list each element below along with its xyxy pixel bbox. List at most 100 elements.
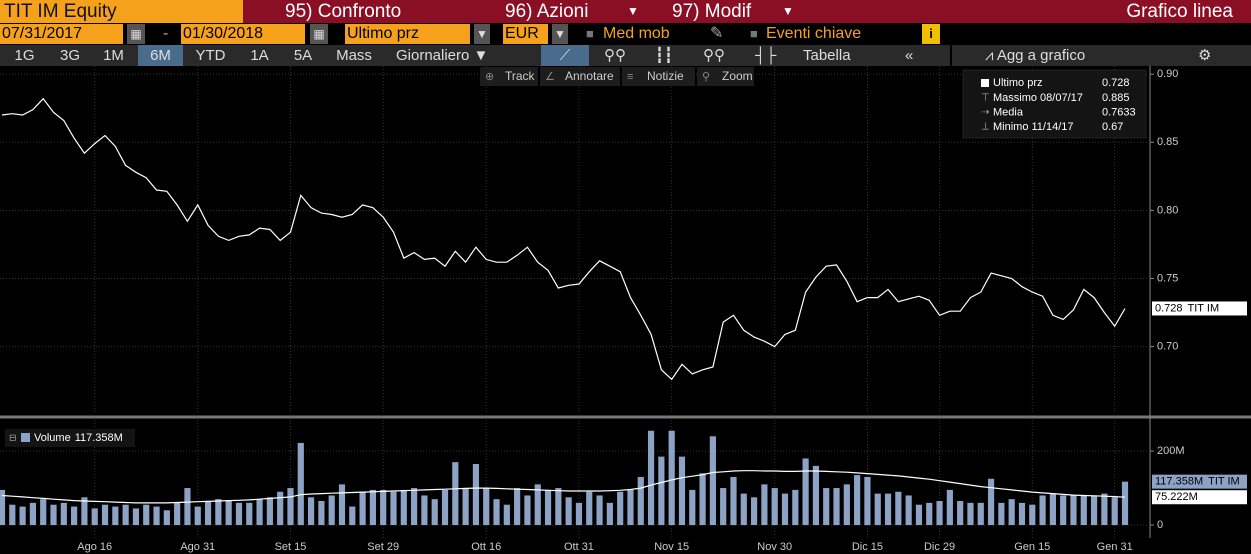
volume-bar — [957, 501, 964, 526]
volume-bar — [215, 499, 222, 526]
volume-bar — [915, 504, 923, 526]
volume-bar — [112, 506, 119, 526]
volume-bar — [586, 491, 593, 526]
security[interactable]: TIT IM Equity — [0, 0, 243, 23]
chart-icon[interactable]: ┤├ — [755, 47, 777, 64]
menu-item[interactable]: 96) Azioni — [505, 1, 589, 22]
volume-bar — [771, 488, 778, 526]
last-price-tag-value: 0.728 — [1155, 302, 1183, 314]
tool-button[interactable] — [540, 67, 620, 86]
field-select[interactable]: Ultimo prz — [345, 24, 470, 44]
tool-button[interactable] — [622, 67, 695, 86]
menu-item[interactable]: 97) Modif — [672, 1, 752, 22]
volume-bar — [874, 493, 881, 526]
tool-icon: ⚲ — [702, 71, 710, 83]
events-toggle[interactable]: Eventi chiave — [766, 25, 862, 42]
x-tick-label: Dic 29 — [924, 541, 955, 553]
stat-icon: ⊤ — [981, 93, 990, 104]
chart-icon[interactable]: ⚲⚲ — [703, 47, 725, 64]
volume-bar — [287, 488, 294, 526]
settings-button[interactable]: ⚙ — [1198, 47, 1212, 64]
legend-swatch — [981, 79, 989, 87]
frequency-select[interactable]: Giornaliero ▼ — [396, 47, 489, 64]
checkbox[interactable]: ■ — [750, 26, 758, 41]
last-volume-tag: 117.358M TIT IM — [1155, 476, 1240, 488]
add-to-chart[interactable]: ⩘ Agg a grafico — [985, 47, 1086, 64]
volume-bar — [246, 502, 253, 526]
volume-bar — [277, 491, 284, 526]
menu-item[interactable]: 95) Confronto — [285, 1, 402, 22]
volume-bar — [462, 488, 469, 526]
period-button[interactable]: 1G — [14, 47, 35, 64]
stat-value: 0.885 — [1102, 92, 1130, 104]
start-date[interactable]: 07/31/2017 — [0, 24, 123, 44]
volume-bar — [781, 493, 789, 526]
calendar-icon[interactable]: ▦ — [127, 24, 145, 44]
chart-icon[interactable]: ┇┇ — [655, 47, 674, 64]
x-tick-label: Gen 31 — [1097, 541, 1133, 553]
checkbox[interactable]: ■ — [586, 26, 594, 41]
collapse-button[interactable]: « — [905, 47, 914, 64]
period-button[interactable]: 1A — [250, 47, 269, 64]
tool-button[interactable] — [697, 67, 754, 86]
volume-bar — [575, 502, 583, 526]
volume-bar — [174, 502, 181, 526]
pencil-icon[interactable]: ✎ — [710, 25, 724, 42]
period-button[interactable]: 3G — [59, 47, 80, 64]
chart-icon[interactable]: ⚲⚲ — [604, 47, 626, 64]
volume-bar — [658, 456, 665, 526]
period-button[interactable]: 6M — [138, 45, 183, 66]
tool-label: Annotare — [565, 69, 614, 83]
volume-bar — [1070, 495, 1077, 526]
volume-bar — [359, 491, 366, 526]
info-button[interactable]: i — [922, 24, 940, 44]
volume-bar — [338, 484, 346, 526]
volume-bar — [328, 495, 335, 526]
period-button[interactable]: Mass — [336, 47, 372, 64]
stat-value: 0.7633 — [1102, 106, 1136, 118]
volume-bar — [40, 499, 47, 526]
add-label: Agg a grafico — [996, 47, 1086, 64]
tool-label: Track — [505, 69, 536, 83]
dropdown-arrow[interactable]: ▼ — [627, 4, 639, 18]
x-tick-label: Dic 15 — [852, 541, 883, 553]
period-button[interactable]: 1M — [103, 47, 124, 64]
moving-average-toggle[interactable]: Med mob — [603, 25, 670, 42]
volume-bar — [91, 508, 98, 526]
volume-bar — [369, 489, 376, 526]
legend-name: Ultimo prz — [993, 77, 1043, 89]
date-separator: - — [163, 25, 169, 42]
y-tick-label: 0 — [1157, 519, 1163, 531]
end-date[interactable]: 01/30/2018 — [181, 24, 305, 44]
dropdown-arrow[interactable]: ▼ — [552, 24, 568, 44]
calendar-icon[interactable]: ▦ — [310, 24, 328, 44]
volume-bar — [565, 497, 572, 526]
volume-bar — [452, 462, 459, 526]
volume-bar — [225, 501, 232, 526]
volume-bar — [1060, 495, 1067, 526]
volume-bar — [730, 476, 737, 526]
period-button[interactable]: YTD — [195, 47, 226, 64]
currency-select[interactable]: EUR — [503, 24, 548, 44]
toolbar — [0, 45, 1251, 66]
dropdown-arrow[interactable]: ▼ — [782, 4, 794, 18]
volume-bar — [823, 488, 830, 526]
last-price-tag: 0.728 TIT IM — [1155, 302, 1219, 314]
last-volume-tag-value: 75.222M — [1155, 491, 1198, 503]
volume-bar — [606, 502, 613, 526]
line-chart-icon[interactable]: ⟋ — [541, 45, 589, 66]
table-button[interactable]: Tabella — [803, 47, 851, 64]
volume-bar — [751, 497, 758, 526]
y-tick-label: 0.90 — [1157, 68, 1178, 80]
volume-bar — [524, 495, 531, 526]
volume-bar — [689, 489, 696, 526]
tool-button[interactable] — [480, 67, 538, 86]
x-tick-label: Nov 15 — [654, 541, 689, 553]
volume-bar — [1101, 493, 1108, 526]
tool-icon: ∠ — [545, 71, 555, 83]
volume-bar — [544, 489, 552, 526]
volume-bar — [29, 502, 36, 526]
price-line — [1, 97, 1126, 381]
period-button[interactable]: 5A — [293, 47, 313, 64]
dropdown-arrow[interactable]: ▼ — [474, 24, 490, 44]
